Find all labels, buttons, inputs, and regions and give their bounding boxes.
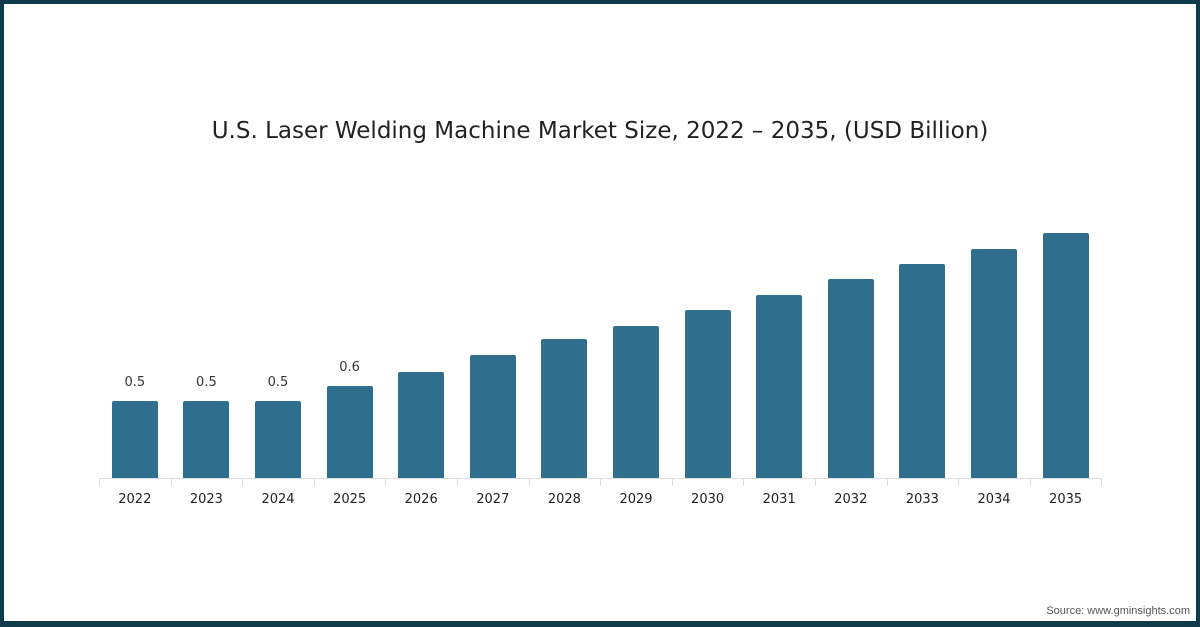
x-tick-label: 2025 <box>333 492 367 507</box>
x-tick-label: 2024 <box>261 492 295 507</box>
value-label: 0.6 <box>339 359 360 375</box>
x-tick <box>457 478 458 486</box>
x-tick-label: 2028 <box>547 492 581 507</box>
bar-2023 <box>183 401 230 478</box>
value-label: 0.5 <box>267 375 289 390</box>
x-tick <box>528 478 530 486</box>
x-tick-label: 2034 <box>977 492 1011 507</box>
x-tick-label: 2035 <box>1049 492 1083 507</box>
x-tick <box>671 478 673 486</box>
bar-2032 <box>827 279 874 478</box>
x-tick-label: 2032 <box>834 492 868 507</box>
x-tick <box>743 478 745 486</box>
bar-2033 <box>899 263 946 478</box>
bar-2026 <box>398 371 445 478</box>
x-tick <box>600 478 602 486</box>
x-tick <box>886 478 888 486</box>
bar-2035 <box>1042 233 1089 478</box>
x-tick <box>313 478 315 486</box>
x-tick-label: 2029 <box>619 492 653 507</box>
value-label: 0.5 <box>196 375 217 390</box>
x-tick-label: 2030 <box>691 492 725 507</box>
value-label: 0.5 <box>124 375 146 390</box>
x-tick-label: 2027 <box>476 492 510 507</box>
x-tick-label: 2022 <box>118 492 152 507</box>
x-tick <box>99 478 100 486</box>
bar-2025 <box>326 385 373 478</box>
chart-title: U.S. Laser Welding Machine Market Size, … <box>211 118 989 144</box>
x-tick <box>815 478 816 486</box>
x-tick <box>170 478 172 486</box>
bar-2028 <box>541 339 588 478</box>
x-tick <box>385 478 387 486</box>
x-tick-label: 2023 <box>189 492 223 507</box>
x-tick <box>1101 478 1103 486</box>
x-tick-label: 2026 <box>404 492 438 507</box>
x-tick <box>242 478 244 486</box>
x-tick-label: 2033 <box>905 492 939 507</box>
bar-2029 <box>613 325 659 478</box>
x-tick-label: 2031 <box>762 492 796 507</box>
bar-2034 <box>971 248 1017 478</box>
bar-2024 <box>255 401 301 478</box>
bar-2031 <box>756 294 803 478</box>
source-label: Source: www.gminsights.com <box>1046 605 1190 617</box>
x-tick <box>958 478 960 486</box>
x-tick <box>1029 478 1031 486</box>
bar-2027 <box>469 354 516 478</box>
bar-2030 <box>684 310 731 478</box>
bar-2022 <box>111 401 158 478</box>
